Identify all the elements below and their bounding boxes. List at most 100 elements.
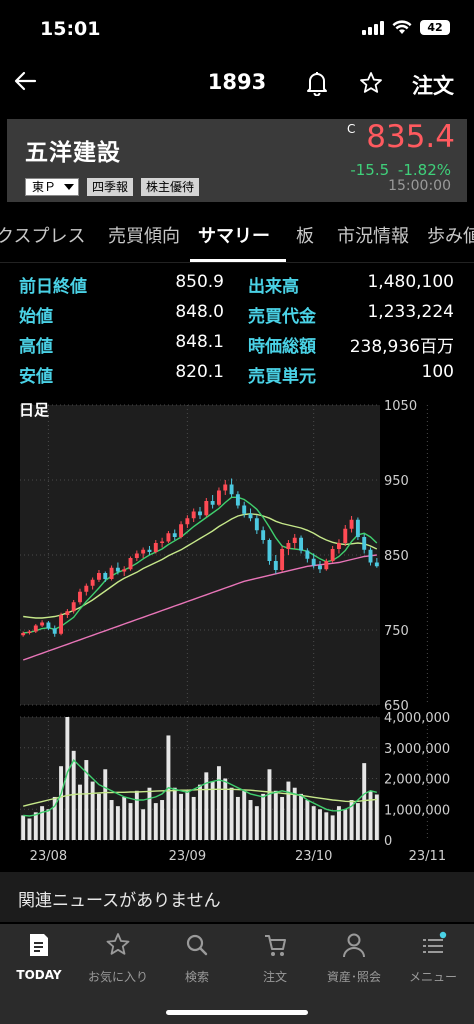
star-icon[interactable] xyxy=(358,70,384,96)
volume-bar xyxy=(65,717,70,840)
tabbar-order-label: 注文 xyxy=(262,970,287,984)
candle-body xyxy=(311,558,316,566)
ma-short-line xyxy=(23,496,378,634)
candle-body xyxy=(141,549,146,554)
candle-body xyxy=(374,562,379,567)
candle-body xyxy=(336,543,341,549)
candle-body xyxy=(166,533,171,542)
volume-bar xyxy=(210,781,215,840)
turnover-value: 1,233,224 xyxy=(367,302,454,322)
volume-bar xyxy=(204,772,209,840)
nav-bar: 1893 注文 xyxy=(0,58,474,110)
summary-row: 始値 848.0 売買代金 1,233,224 xyxy=(0,302,474,328)
candle-body xyxy=(343,528,348,543)
trading-unit-label: 売買単元 xyxy=(248,367,316,387)
ma-long-line xyxy=(22,554,377,661)
chart-period-label: 日足 xyxy=(19,401,50,419)
tab-summary[interactable]: サマリー xyxy=(198,226,270,247)
volume-bar xyxy=(40,806,45,840)
candle-body xyxy=(292,537,297,543)
tab-market-info[interactable]: 市況情報 xyxy=(337,226,409,247)
search-icon xyxy=(186,934,208,956)
back-arrow-icon[interactable] xyxy=(10,66,40,96)
candle-body xyxy=(299,537,304,551)
candle-body xyxy=(368,549,373,563)
tabbar-search[interactable]: 検索 xyxy=(157,930,237,986)
turnover-label: 売買代金 xyxy=(248,307,316,327)
menu-list-icon xyxy=(423,931,447,953)
bottom-tab-bar: TODAY お気に入り 検索 注文 資産･照会 メニュー xyxy=(0,924,474,1024)
no-news-message: 関連ニュースがありません xyxy=(18,891,221,911)
volume-bar xyxy=(336,806,341,840)
candle-body xyxy=(216,490,221,505)
candle-body xyxy=(153,543,158,552)
volume-bar xyxy=(267,769,272,840)
open-label: 始値 xyxy=(19,307,53,327)
candle-body xyxy=(242,505,247,514)
candle-body xyxy=(185,518,190,525)
candle-body xyxy=(109,567,114,579)
candle-body xyxy=(78,591,82,603)
tabbar-menu[interactable]: メニュー xyxy=(393,930,473,986)
high-value: 848.1 xyxy=(175,332,224,352)
candle-body xyxy=(330,549,335,561)
price-tick-label: 950 xyxy=(384,474,409,489)
volume-tick-label: 3,000,000 xyxy=(384,742,450,757)
price-tick-label: 650 xyxy=(384,699,409,714)
candle-body xyxy=(46,622,51,629)
volume-bar xyxy=(299,793,304,840)
bell-icon[interactable] xyxy=(304,70,330,96)
prev-close-value: 850.9 xyxy=(175,272,224,292)
tab-order-book[interactable]: 板 xyxy=(296,226,314,247)
candle-body xyxy=(273,561,278,570)
volume-tick-label: 1,000,000 xyxy=(384,803,450,818)
signal-icon xyxy=(362,20,384,35)
candle-body xyxy=(318,565,322,570)
market-select[interactable]: 東Ｐ xyxy=(25,178,80,196)
date-tick-label: 23/09 xyxy=(169,849,206,864)
candle-body xyxy=(172,533,177,537)
tabbar-today[interactable]: TODAY xyxy=(0,930,79,986)
price-chart[interactable]: 日足 1050 950 850 750 650 4,000,000 3,000,000 2,0… xyxy=(0,395,474,870)
volume-bar xyxy=(147,787,152,840)
volume-bar xyxy=(191,796,196,840)
low-value: 820.1 xyxy=(175,362,224,382)
volume-bar xyxy=(115,806,120,840)
newspaper-icon xyxy=(30,934,48,956)
candle-body xyxy=(305,550,310,559)
candle-body xyxy=(324,561,329,570)
order-button[interactable]: 注文 xyxy=(412,74,454,98)
volume-bar xyxy=(160,800,165,840)
quarterly-report-badge[interactable]: 四季報 xyxy=(87,178,134,196)
news-section[interactable]: 関連ニュースがありません xyxy=(0,872,474,922)
volume-bar xyxy=(242,790,247,840)
volume-bar xyxy=(261,793,266,840)
volume-bar xyxy=(179,793,184,840)
active-tab-indicator xyxy=(190,259,286,262)
wifi-icon xyxy=(392,20,412,34)
tabbar-order[interactable]: 注文 xyxy=(235,930,315,986)
tab-express[interactable]: クスプレス xyxy=(0,226,86,247)
volume-bar xyxy=(33,812,38,840)
stock-code-title: 1893 xyxy=(207,70,267,94)
stock-header-card: 五洋建設 東Ｐ 四季報 株主優待 C 835.4 -15.5 -1.82% 15… xyxy=(7,119,467,202)
date-tick-label: 23/10 xyxy=(295,849,332,864)
volume-bar xyxy=(349,800,354,840)
candle-body xyxy=(210,501,215,505)
volume-bar xyxy=(330,815,335,840)
tab-trading-trend[interactable]: 売買傾向 xyxy=(108,226,180,247)
candle-body xyxy=(21,633,26,636)
volume-tick-label: 0 xyxy=(384,834,392,849)
tabbar-assets[interactable]: 資産･照会 xyxy=(314,930,394,986)
volume-bar xyxy=(96,793,101,840)
candle-body xyxy=(179,524,184,537)
cart-icon xyxy=(265,935,286,956)
volume-bar xyxy=(103,769,108,840)
tab-tick-history[interactable]: 歩み値 xyxy=(427,226,474,247)
volume-label: 出来高 xyxy=(248,277,299,297)
volume-bar xyxy=(343,809,348,840)
tabbar-favorites[interactable]: お気に入り xyxy=(78,930,158,986)
volume-bar xyxy=(216,766,221,840)
shareholder-benefits-badge[interactable]: 株主優待 xyxy=(141,178,200,196)
